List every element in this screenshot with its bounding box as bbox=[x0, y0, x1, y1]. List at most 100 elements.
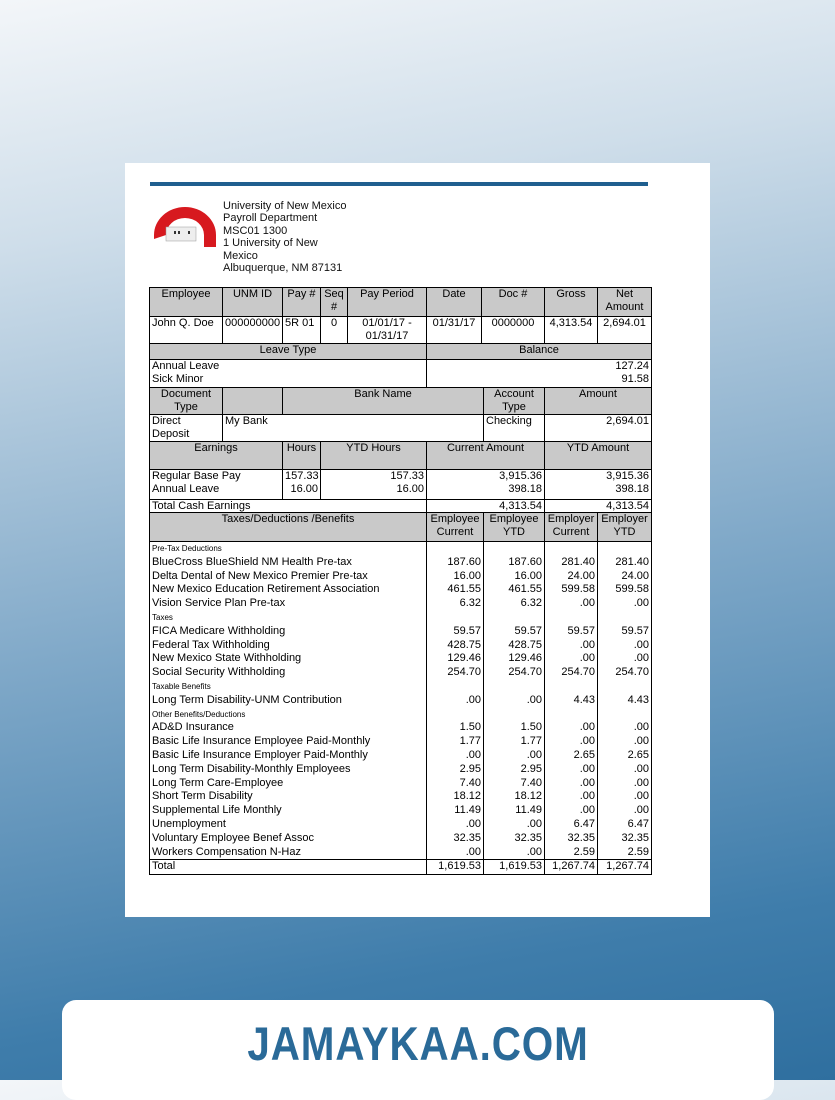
deduction-amount: 16.00 bbox=[483, 569, 545, 584]
earnings-value: 16.00 bbox=[290, 483, 318, 495]
header-cell: Bank Name bbox=[282, 387, 484, 415]
deduction-amount: .00 bbox=[426, 845, 484, 860]
deduction-amount: 2.65 bbox=[544, 748, 598, 763]
deduction-amount: 187.60 bbox=[426, 555, 484, 570]
deduction-amount: 187.60 bbox=[483, 555, 545, 570]
leave-balance: 91.58 bbox=[621, 373, 649, 385]
deduction-name: Workers Compensation N-Haz bbox=[149, 845, 427, 860]
deduction-amount: 2.65 bbox=[597, 748, 652, 763]
deduction-amount: .00 bbox=[597, 804, 652, 818]
pay-stub-document: University of New Mexico Payroll Departm… bbox=[125, 163, 710, 917]
deduction-amount: 254.70 bbox=[597, 666, 652, 680]
deduction-name: Voluntary Employee Benef Assoc bbox=[149, 831, 427, 846]
document-type: Direct Deposit bbox=[149, 414, 223, 442]
unm-logo-icon bbox=[154, 207, 216, 247]
empty-cell bbox=[544, 679, 598, 694]
deduction-amount: 129.46 bbox=[483, 652, 545, 667]
leave-type: Annual Leave bbox=[152, 360, 220, 373]
deduction-row: BlueCross BlueShield NM Health Pre-tax 18… bbox=[149, 555, 652, 570]
header-cell: Earnings bbox=[149, 441, 283, 470]
deduction-group-label: Other Benefits/Deductions bbox=[149, 707, 427, 722]
deduction-amount: .00 bbox=[544, 790, 598, 805]
deduction-amount: 24.00 bbox=[597, 569, 652, 584]
deduction-amount: .00 bbox=[597, 735, 652, 749]
deduction-amount: 7.40 bbox=[483, 776, 545, 791]
header-cell: Employee YTD bbox=[483, 512, 545, 542]
direct-deposit-table: Document Type Bank Name Account Type Amo… bbox=[149, 387, 652, 442]
empty-cell bbox=[426, 610, 484, 625]
deduction-amount: 32.35 bbox=[544, 831, 598, 846]
header-cell: Hours bbox=[282, 441, 321, 470]
earnings-column: 3,915.36 398.18 bbox=[544, 469, 652, 500]
deduction-amount: .00 bbox=[483, 817, 545, 832]
header-cell: Employee bbox=[149, 287, 223, 317]
deduction-row: Basic Life Insurance Employee Paid-Month… bbox=[149, 735, 652, 749]
earnings-value: 398.18 bbox=[615, 483, 649, 495]
deduction-amount: .00 bbox=[483, 693, 545, 708]
empty-cell bbox=[597, 679, 652, 694]
deduction-name: BlueCross BlueShield NM Health Pre-tax bbox=[149, 555, 427, 570]
deduction-amount: .00 bbox=[597, 762, 652, 777]
deduction-amount: 281.40 bbox=[597, 555, 652, 570]
deduction-amount: 24.00 bbox=[544, 569, 598, 584]
deduction-row: Social Security Withholding 254.70 254.70 2… bbox=[149, 666, 652, 680]
deduction-group-label: Taxable Benefits bbox=[149, 679, 427, 694]
deduction-amount: 18.12 bbox=[426, 790, 484, 805]
deduction-row: FICA Medicare Withholding 59.57 59.57 59.57… bbox=[149, 624, 652, 639]
deduction-row: New Mexico Education Retirement Associat… bbox=[149, 583, 652, 598]
header-cell: Seq # bbox=[320, 287, 348, 317]
deduction-name: Basic Life Insurance Employee Paid-Month… bbox=[149, 735, 427, 749]
deduction-row: Federal Tax Withholding 428.75 428.75.00.0… bbox=[149, 638, 652, 653]
deduction-name: Unemployment bbox=[149, 817, 427, 832]
leave-type: Sick Minor bbox=[152, 373, 204, 385]
deduction-amount: 2.59 bbox=[544, 845, 598, 860]
header-cell: Date bbox=[426, 287, 482, 317]
address-line: Mexico bbox=[223, 249, 258, 262]
header-cell: Taxes/Deductions /Benefits bbox=[149, 512, 427, 542]
deduction-amount: 6.32 bbox=[426, 597, 484, 611]
summary-value: 0000000 bbox=[481, 316, 545, 344]
deduction-amount: 254.70 bbox=[426, 666, 484, 680]
deduction-amount: .00 bbox=[597, 776, 652, 791]
deduction-row: Supplemental Life Monthly 11.49 11.49.00.0… bbox=[149, 804, 652, 818]
header-cell: Leave Type bbox=[149, 343, 427, 360]
deduction-amount: .00 bbox=[426, 817, 484, 832]
deduction-amount: 254.70 bbox=[483, 666, 545, 680]
group-label-row: Taxes bbox=[149, 610, 652, 625]
deduction-name: Delta Dental of New Mexico Premier Pre-t… bbox=[149, 569, 427, 584]
deduction-group-label: Pre-Tax Deductions bbox=[149, 541, 427, 556]
deduction-amount: .00 bbox=[597, 790, 652, 805]
deduction-amount: 6.47 bbox=[597, 817, 652, 832]
deduction-amount: 6.47 bbox=[544, 817, 598, 832]
deduction-amount: 254.70 bbox=[544, 666, 598, 680]
empty-cell bbox=[483, 541, 545, 556]
header-cell: Employer Current bbox=[544, 512, 598, 542]
header-cell: Account Type bbox=[483, 387, 545, 415]
empty-cell bbox=[483, 679, 545, 694]
footer-banner: JAMAYKAA.COM bbox=[62, 1000, 774, 1100]
deduction-amount: 129.46 bbox=[426, 652, 484, 667]
deduction-amount: 428.75 bbox=[483, 638, 545, 653]
deduction-amount: 32.35 bbox=[426, 831, 484, 846]
earnings-column: Regular Base Pay Annual Leave bbox=[149, 469, 283, 500]
deduction-amount: .00 bbox=[544, 762, 598, 777]
deduction-row: Basic Life Insurance Employer Paid-Month… bbox=[149, 748, 652, 763]
deduction-name: Long Term Care-Employee bbox=[149, 776, 427, 791]
deduction-name: New Mexico State Withholding bbox=[149, 652, 427, 667]
header-cell: Balance bbox=[426, 343, 652, 360]
brand-watermark: JAMAYKAA.COM bbox=[247, 1017, 589, 1070]
earnings-column: 157.33 16.00 bbox=[282, 469, 321, 500]
deductions-table: Taxes/Deductions /Benefits Employee Curre… bbox=[149, 512, 652, 876]
empty-cell bbox=[597, 707, 652, 722]
earnings-value: 16.00 bbox=[396, 483, 424, 495]
empty-cell bbox=[597, 610, 652, 625]
summary-value: 000000000 bbox=[222, 316, 283, 344]
deduction-amount: 32.35 bbox=[597, 831, 652, 846]
deduction-amount: 1.77 bbox=[483, 735, 545, 749]
deduction-amount: 428.75 bbox=[426, 638, 484, 653]
deduction-amount: 16.00 bbox=[426, 569, 484, 584]
deduction-amount: 461.55 bbox=[426, 583, 484, 598]
account-type: Checking bbox=[483, 414, 545, 442]
empty-cell bbox=[544, 610, 598, 625]
earnings-column: 157.33 16.00 bbox=[320, 469, 427, 500]
